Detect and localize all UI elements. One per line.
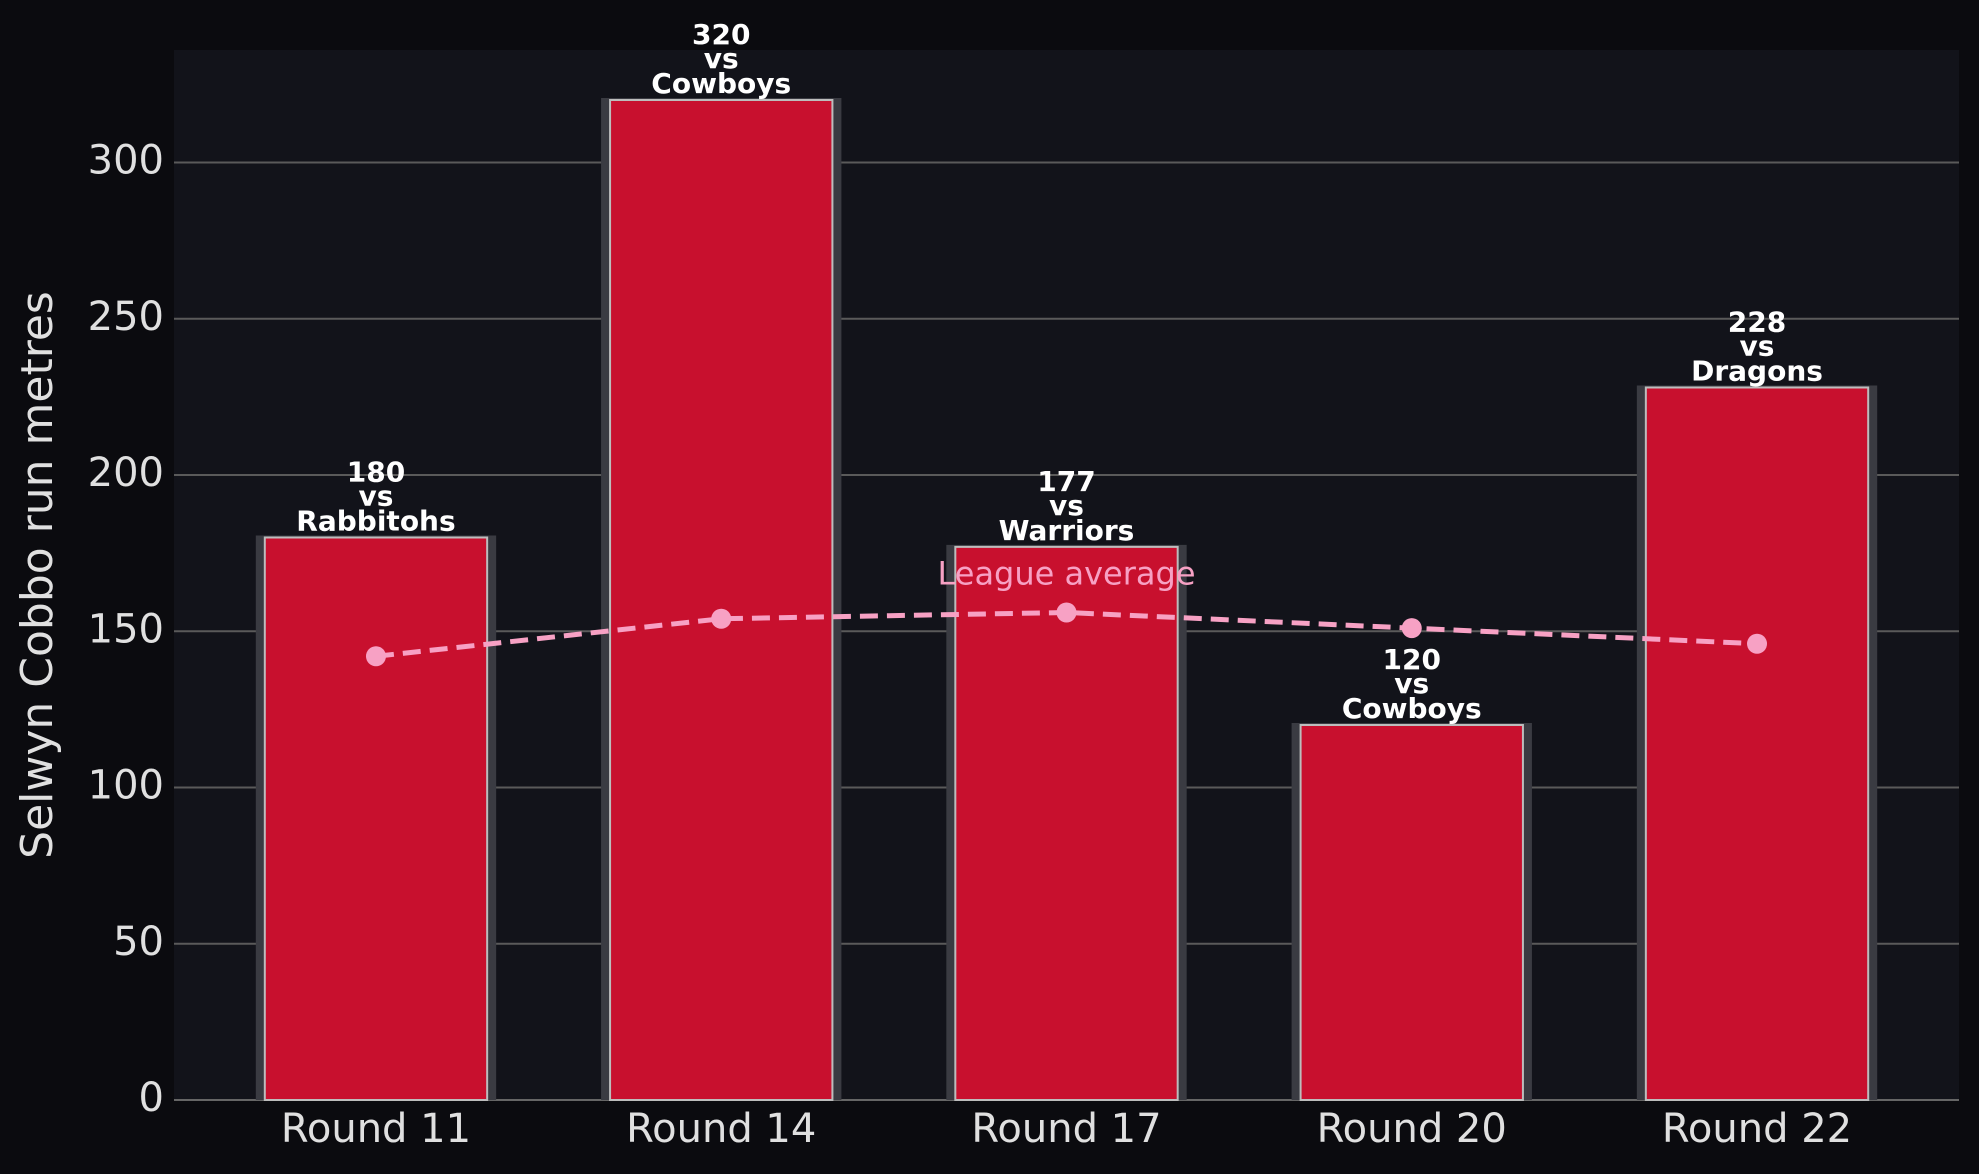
bar-value-label: 180 (347, 456, 405, 489)
bar-connector-label: vs (704, 42, 739, 75)
league-average-point (1747, 633, 1768, 654)
x-tick-label: Round 20 (1317, 1106, 1507, 1152)
bar-value-label: 177 (1037, 465, 1095, 498)
league-average-point (711, 608, 732, 629)
bar (1644, 386, 1870, 1101)
league-average-point (1056, 602, 1077, 623)
y-tick-label: 200 (88, 450, 164, 496)
y-axis-label: Selwyn Cobbo run metres (12, 291, 63, 859)
bar-connector-label: vs (359, 480, 394, 513)
y-tick-label: 250 (88, 294, 164, 340)
y-tick-label: 100 (88, 763, 164, 809)
bar-opponent-label: Rabbitohs (296, 505, 455, 538)
bar (263, 536, 489, 1101)
x-tick-label: Round 14 (626, 1106, 816, 1152)
bar-value-label: 320 (692, 18, 750, 51)
bar (609, 99, 834, 1101)
bar (954, 545, 1179, 1101)
x-tick-label: Round 22 (1662, 1106, 1852, 1152)
bar-opponent-label: Warriors (999, 514, 1135, 547)
y-tick-label: 300 (88, 138, 164, 184)
x-tick-label: Round 17 (971, 1106, 1161, 1152)
league-average-point (365, 646, 386, 667)
bar-connector-label: vs (1394, 667, 1429, 700)
y-tick-label: 50 (113, 919, 164, 965)
bar-value-label: 228 (1728, 306, 1786, 339)
bar-value-label: 120 (1383, 643, 1441, 676)
league-average-label: League average (937, 555, 1195, 593)
y-tick-label: 150 (88, 606, 164, 652)
bar-opponent-label: Cowboys (1342, 692, 1482, 725)
bar-connector-label: vs (1740, 330, 1775, 363)
y-tick-label: 0 (139, 1075, 164, 1121)
x-tick-label: Round 11 (281, 1106, 471, 1152)
bar-connector-label: vs (1049, 489, 1084, 522)
bar-opponent-label: Cowboys (651, 67, 791, 100)
bar-opponent-label: Dragons (1691, 355, 1823, 388)
bar (1299, 724, 1524, 1101)
league-average-point (1401, 618, 1422, 639)
